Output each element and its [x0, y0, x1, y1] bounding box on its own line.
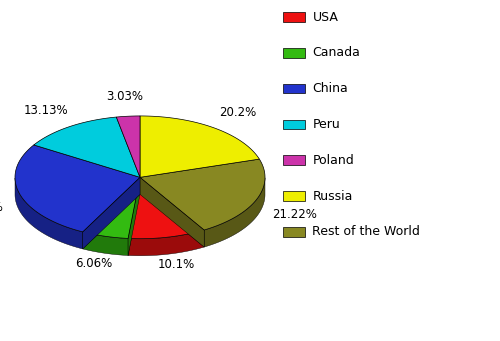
- FancyBboxPatch shape: [282, 48, 305, 58]
- Polygon shape: [34, 117, 140, 177]
- Text: China: China: [312, 82, 348, 95]
- Text: Canada: Canada: [312, 46, 360, 59]
- Polygon shape: [82, 177, 140, 238]
- Text: 6.06%: 6.06%: [75, 257, 112, 270]
- Text: 10.1%: 10.1%: [158, 258, 195, 271]
- Text: Rest of the World: Rest of the World: [312, 225, 420, 238]
- Polygon shape: [140, 159, 265, 230]
- Polygon shape: [204, 178, 265, 247]
- FancyBboxPatch shape: [282, 120, 305, 129]
- Text: Poland: Poland: [312, 154, 354, 167]
- Polygon shape: [128, 230, 204, 256]
- Polygon shape: [128, 177, 204, 239]
- Text: 13.13%: 13.13%: [24, 104, 69, 117]
- Polygon shape: [15, 178, 82, 249]
- FancyBboxPatch shape: [282, 12, 305, 22]
- Text: 20.2%: 20.2%: [219, 106, 256, 119]
- Text: 21.22%: 21.22%: [272, 208, 316, 221]
- Text: Russia: Russia: [312, 190, 353, 203]
- FancyBboxPatch shape: [282, 191, 305, 201]
- FancyBboxPatch shape: [282, 227, 305, 237]
- Text: 26.26%: 26.26%: [0, 201, 4, 214]
- Polygon shape: [128, 177, 140, 255]
- FancyBboxPatch shape: [282, 155, 305, 165]
- Polygon shape: [15, 145, 140, 232]
- Polygon shape: [128, 177, 140, 255]
- Polygon shape: [116, 116, 140, 177]
- Polygon shape: [82, 177, 140, 249]
- FancyBboxPatch shape: [282, 84, 305, 93]
- Polygon shape: [140, 116, 260, 177]
- Text: Peru: Peru: [312, 118, 340, 131]
- Text: 3.03%: 3.03%: [106, 90, 143, 103]
- Polygon shape: [140, 177, 204, 247]
- Polygon shape: [140, 177, 204, 247]
- Polygon shape: [82, 177, 140, 249]
- Polygon shape: [82, 232, 128, 255]
- Text: USA: USA: [312, 11, 338, 24]
